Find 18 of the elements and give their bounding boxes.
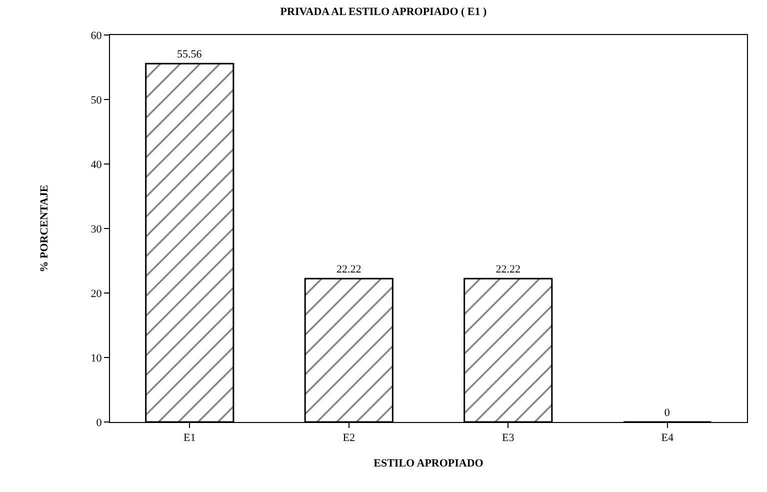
y-tick-label: 20: [90, 288, 102, 300]
y-axis-title: % PORCENTAJE: [38, 184, 50, 272]
x-tick-label: E3: [502, 432, 515, 444]
y-tick-label: 50: [90, 94, 102, 106]
x-tick-label: E4: [661, 432, 674, 444]
x-tick-label: E2: [342, 432, 355, 444]
y-tick-label: 10: [90, 352, 102, 364]
data-label: 55.56: [177, 48, 202, 61]
data-label: 22.22: [336, 264, 362, 276]
data-label: 0: [664, 407, 670, 419]
x-axis-title: ESTILO APROPIADO: [374, 457, 484, 470]
y-tick-label: 60: [90, 30, 102, 42]
x-tick-label: E1: [184, 432, 196, 444]
data-label: 22.22: [496, 264, 520, 276]
chart-title: PRIVADA AL ESTILO APROPIADO ( E1 ): [280, 6, 488, 18]
y-tick-label: 30: [90, 223, 102, 236]
y-tick-label: 0: [96, 416, 102, 429]
y-tick-label: 40: [90, 158, 102, 171]
